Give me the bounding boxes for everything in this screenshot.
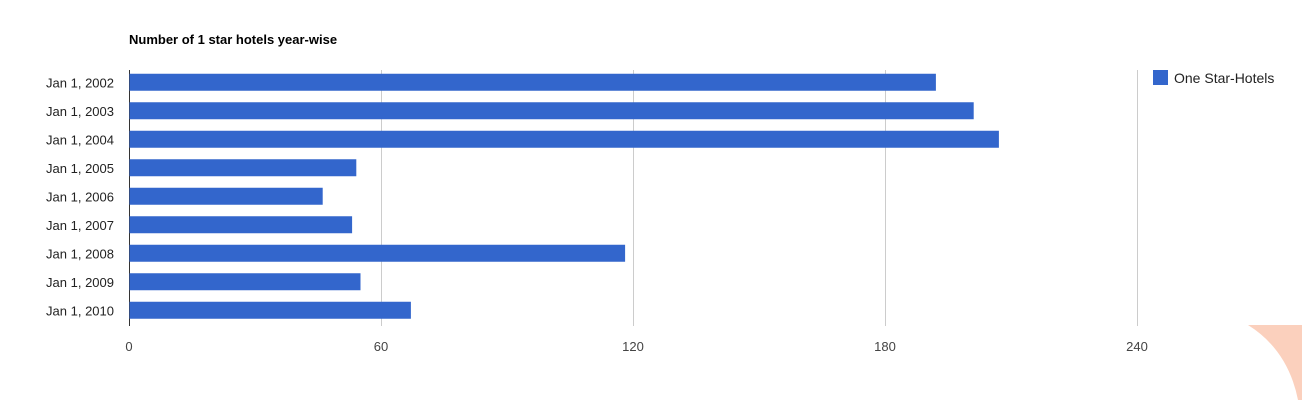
x-tick-label-0: 0 [125, 339, 132, 354]
category-label-1: Jan 1, 2002 [46, 75, 114, 90]
category-label-6: Jan 1, 2007 [46, 218, 114, 233]
bar-6[interactable] [129, 216, 353, 234]
x-axis-tick-labels: 0 60 120 180 240 [125, 339, 1147, 354]
category-label-3: Jan 1, 2004 [46, 132, 114, 147]
bars [129, 73, 999, 319]
x-tick-label-240: 240 [1126, 339, 1148, 354]
bar-4[interactable] [129, 159, 357, 177]
corner-decoration [1248, 325, 1302, 400]
x-tick-label-180: 180 [874, 339, 896, 354]
x-tick-label-120: 120 [622, 339, 644, 354]
x-tick-label-60: 60 [374, 339, 388, 354]
bar-5[interactable] [129, 187, 323, 205]
bar-2[interactable] [129, 102, 974, 120]
category-label-5: Jan 1, 2006 [46, 189, 114, 204]
category-label-8: Jan 1, 2009 [46, 275, 114, 290]
bar-7[interactable] [129, 244, 626, 262]
bar-1[interactable] [129, 73, 936, 91]
bar-8[interactable] [129, 273, 361, 291]
category-label-9: Jan 1, 2010 [46, 303, 114, 318]
bar-3[interactable] [129, 130, 999, 148]
category-label-2: Jan 1, 2003 [46, 104, 114, 119]
bar-9[interactable] [129, 301, 411, 319]
chart-title: Number of 1 star hotels year-wise [129, 32, 337, 47]
category-label-4: Jan 1, 2005 [46, 161, 114, 176]
category-label-7: Jan 1, 2008 [46, 246, 114, 261]
legend-swatch [1153, 70, 1168, 85]
legend-label: One Star-Hotels [1174, 70, 1274, 86]
category-labels: Jan 1, 2002 Jan 1, 2003 Jan 1, 2004 Jan 1, … [46, 75, 114, 318]
legend[interactable]: One Star-Hotels [1153, 70, 1274, 86]
